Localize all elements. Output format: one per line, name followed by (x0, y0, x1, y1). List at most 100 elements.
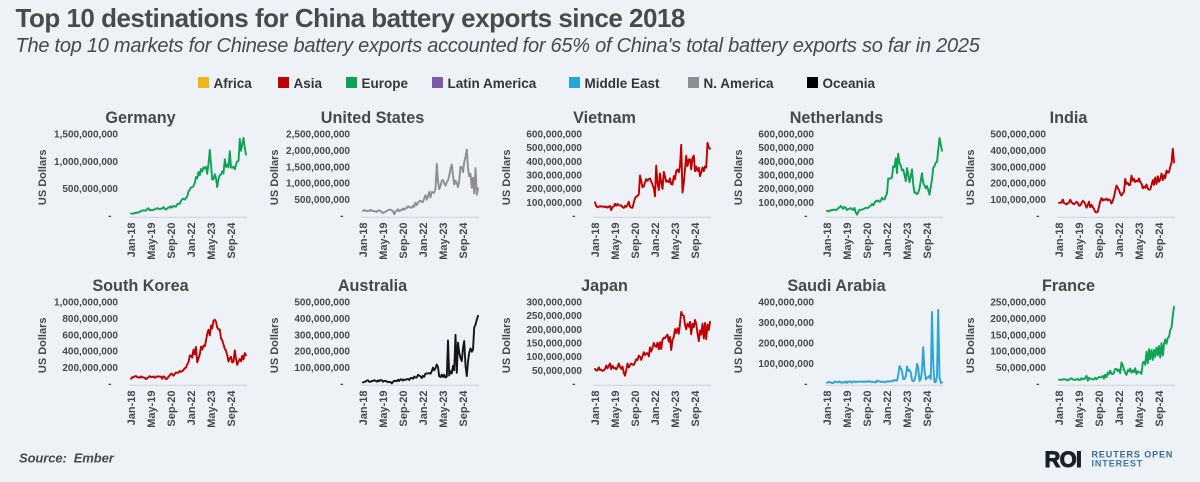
svg-text:Jan-18: Jan-18 (822, 391, 834, 426)
svg-text:100,000,000: 100,000,000 (990, 195, 1046, 206)
svg-text:-: - (108, 211, 111, 222)
svg-text:May-19: May-19 (1074, 391, 1086, 428)
svg-text:2,500,000,000: 2,500,000,000 (286, 129, 350, 140)
svg-text:Sep-24: Sep-24 (922, 222, 934, 259)
svg-text:Jan-18: Jan-18 (126, 223, 138, 258)
svg-text:May-23: May-23 (670, 391, 682, 428)
svg-text:200,000,000: 200,000,000 (990, 179, 1046, 190)
svg-text:200,000,000: 200,000,000 (62, 363, 118, 374)
svg-text:Asia: Asia (294, 76, 323, 91)
svg-text:500,000,000: 500,000,000 (526, 143, 582, 154)
svg-text:Sep-24: Sep-24 (1154, 222, 1166, 259)
svg-text:100,000,000: 100,000,000 (294, 363, 350, 374)
svg-text:Sep-20: Sep-20 (862, 223, 874, 259)
svg-text:Top 10 destinations for China: Top 10 destinations for China battery ex… (16, 3, 685, 33)
svg-text:The top 10 markets for Chinese: The top 10 markets for Chinese battery e… (16, 35, 981, 57)
svg-text:200,000,000: 200,000,000 (758, 184, 814, 195)
svg-text:Sep-20: Sep-20 (630, 223, 642, 259)
svg-text:May-23: May-23 (438, 391, 450, 428)
svg-text:200,000,000: 200,000,000 (526, 184, 582, 195)
svg-text:Jan-18: Jan-18 (1054, 391, 1066, 426)
svg-text:Source: Ember: Source: Ember (19, 451, 115, 466)
svg-text:1,000,000,000: 1,000,000,000 (286, 179, 350, 190)
svg-text:Jan-18: Jan-18 (358, 391, 370, 426)
svg-text:Jan-22: Jan-22 (418, 223, 430, 258)
svg-text:150,000,000: 150,000,000 (526, 339, 582, 350)
svg-text:May-19: May-19 (378, 223, 390, 260)
svg-text:May-23: May-23 (902, 391, 914, 428)
svg-text:300,000,000: 300,000,000 (526, 171, 582, 182)
svg-text:500,000,000: 500,000,000 (294, 297, 350, 308)
svg-text:May-23: May-23 (1134, 391, 1146, 428)
svg-text:Jan-22: Jan-22 (186, 391, 198, 426)
svg-text:Jan-18: Jan-18 (1054, 223, 1066, 258)
svg-text:INTEREST: INTEREST (1092, 459, 1144, 469)
svg-text:200,000,000: 200,000,000 (758, 339, 814, 350)
svg-text:Europe: Europe (362, 76, 409, 91)
svg-text:200,000,000: 200,000,000 (294, 347, 350, 358)
svg-text:100,000,000: 100,000,000 (758, 359, 814, 370)
svg-text:US Dollars: US Dollars (501, 317, 513, 373)
svg-text:Africa: Africa (214, 76, 253, 91)
svg-text:Sep-24: Sep-24 (922, 390, 934, 427)
svg-text:600,000,000: 600,000,000 (62, 330, 118, 341)
svg-text:France: France (1042, 277, 1095, 295)
svg-text:150,000,000: 150,000,000 (990, 330, 1046, 341)
svg-text:US Dollars: US Dollars (965, 149, 977, 205)
svg-text:US Dollars: US Dollars (269, 317, 281, 373)
svg-text:500,000,000: 500,000,000 (990, 129, 1046, 140)
svg-text:Jan-22: Jan-22 (882, 223, 894, 258)
svg-text:Sep-20: Sep-20 (630, 391, 642, 427)
svg-text:Sep-24: Sep-24 (226, 390, 238, 427)
svg-text:1,000,000,000: 1,000,000,000 (54, 157, 118, 168)
svg-text:400,000,000: 400,000,000 (526, 157, 582, 168)
svg-text:Jan-22: Jan-22 (882, 391, 894, 426)
svg-text:India: India (1050, 109, 1089, 127)
svg-text:50,000,000: 50,000,000 (532, 366, 582, 377)
svg-text:May-23: May-23 (206, 223, 218, 260)
svg-text:-: - (804, 379, 807, 390)
svg-text:1,500,000,000: 1,500,000,000 (54, 129, 118, 140)
svg-text:Sep-20: Sep-20 (862, 391, 874, 427)
svg-text:Australia: Australia (338, 277, 408, 295)
svg-text:400,000,000: 400,000,000 (294, 314, 350, 325)
svg-text:May-19: May-19 (842, 391, 854, 428)
svg-text:250,000,000: 250,000,000 (990, 297, 1046, 308)
svg-text:Jan-18: Jan-18 (590, 391, 602, 426)
svg-text:Sep-24: Sep-24 (458, 390, 470, 427)
svg-text:300,000,000: 300,000,000 (758, 318, 814, 329)
svg-text:Jan-22: Jan-22 (418, 391, 430, 426)
svg-text:100,000,000: 100,000,000 (526, 352, 582, 363)
svg-text:300,000,000: 300,000,000 (526, 297, 582, 308)
svg-text:US Dollars: US Dollars (965, 317, 977, 373)
svg-text:400,000,000: 400,000,000 (758, 157, 814, 168)
svg-text:May-23: May-23 (1134, 223, 1146, 260)
svg-text:300,000,000: 300,000,000 (758, 171, 814, 182)
svg-text:May-19: May-19 (146, 223, 158, 260)
svg-text:May-23: May-23 (670, 223, 682, 260)
svg-text:-: - (804, 211, 807, 222)
svg-text:1,500,000,000: 1,500,000,000 (286, 162, 350, 173)
svg-text:May-19: May-19 (610, 391, 622, 428)
svg-text:Jan-18: Jan-18 (822, 223, 834, 258)
svg-text:May-23: May-23 (902, 223, 914, 260)
svg-text:300,000,000: 300,000,000 (294, 330, 350, 341)
svg-text:100,000,000: 100,000,000 (990, 347, 1046, 358)
svg-text:May-19: May-19 (842, 223, 854, 260)
svg-text:Jan-22: Jan-22 (650, 223, 662, 258)
svg-text:May-19: May-19 (1074, 223, 1086, 260)
svg-text:May-19: May-19 (146, 391, 158, 428)
svg-text:Sep-20: Sep-20 (398, 223, 410, 259)
svg-text:Sep-24: Sep-24 (458, 222, 470, 259)
svg-text:-: - (108, 379, 111, 390)
svg-text:US Dollars: US Dollars (733, 149, 745, 205)
svg-text:50,000,000: 50,000,000 (996, 363, 1046, 374)
svg-text:Jan-22: Jan-22 (650, 391, 662, 426)
svg-text:Sep-24: Sep-24 (690, 222, 702, 259)
svg-text:400,000,000: 400,000,000 (758, 297, 814, 308)
svg-text:United States: United States (321, 109, 424, 127)
svg-text:May-19: May-19 (610, 223, 622, 260)
svg-text:Latin America: Latin America (448, 76, 537, 91)
svg-text:May-23: May-23 (206, 391, 218, 428)
svg-text:Jan-18: Jan-18 (590, 223, 602, 258)
